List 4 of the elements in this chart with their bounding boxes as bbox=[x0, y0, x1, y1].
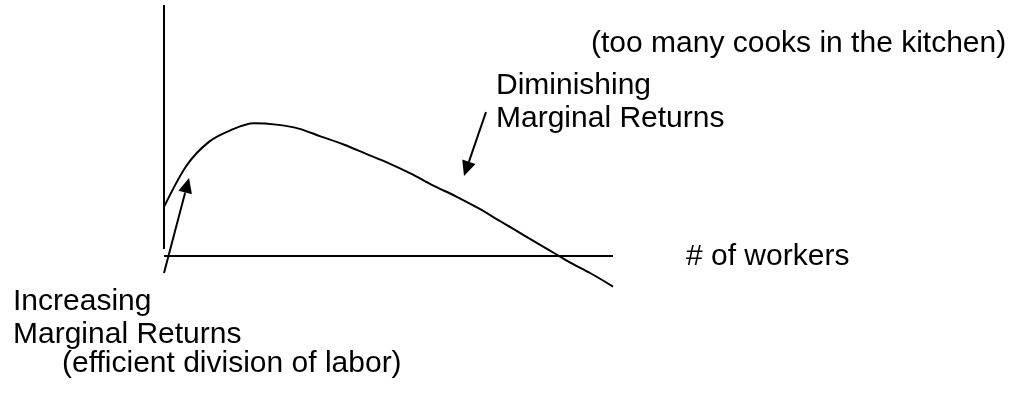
text: (too many cooks in the kitchen) bbox=[591, 25, 1007, 58]
annotation: Diminishing Marginal Returns bbox=[496, 67, 725, 133]
x-axis-title: # of workers bbox=[686, 238, 850, 271]
annotation: Increasing Marginal Returns bbox=[13, 283, 242, 349]
